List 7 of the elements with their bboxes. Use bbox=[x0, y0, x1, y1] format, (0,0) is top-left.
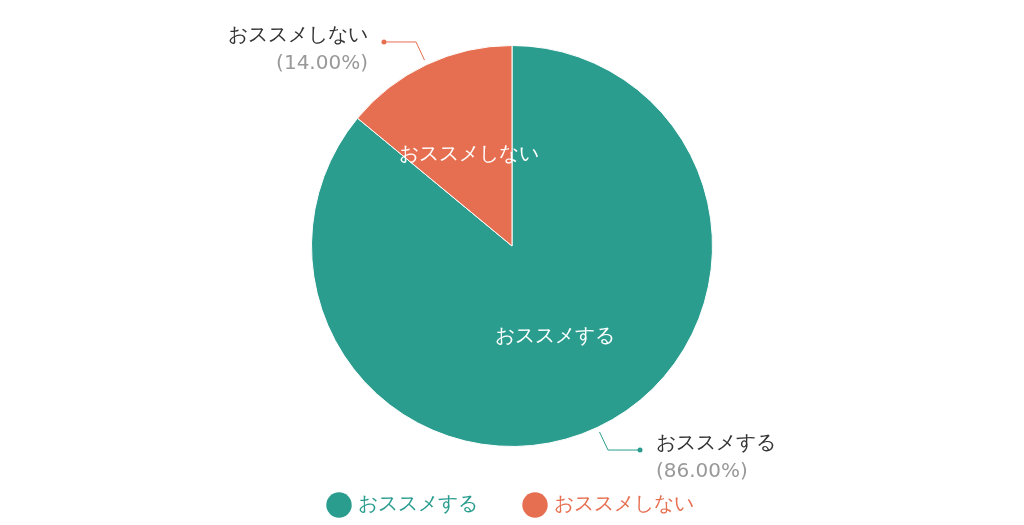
data-label: (14.00%) bbox=[276, 50, 368, 75]
legend-label: おススメしない bbox=[554, 491, 694, 516]
slice-label: おススメする bbox=[656, 430, 777, 455]
data-label: (86.00%) bbox=[656, 458, 748, 483]
legend-label: おススメする bbox=[358, 491, 478, 516]
slice-label: おススメしない bbox=[227, 22, 368, 47]
slice-label: おススメする bbox=[494, 322, 615, 347]
